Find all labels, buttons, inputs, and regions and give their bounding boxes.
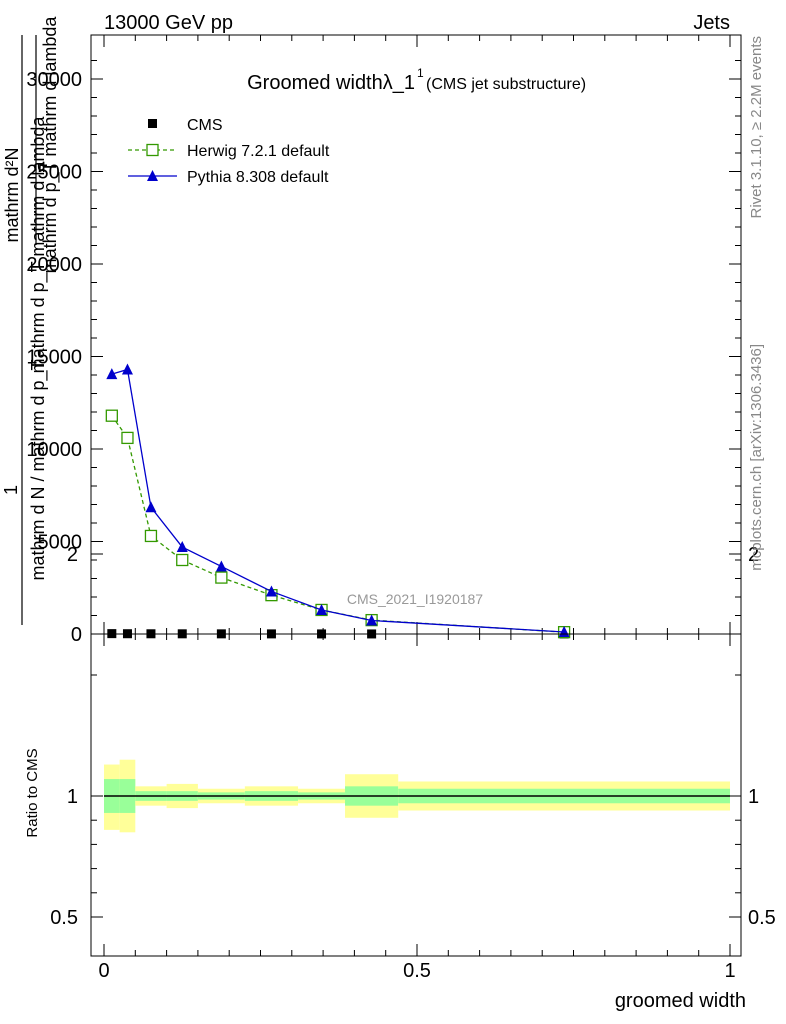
x-tick-label: 0 xyxy=(98,960,109,982)
legend-cms-marker xyxy=(148,119,157,128)
watermark: CMS_2021_I1920187 xyxy=(347,591,483,607)
legend-herwig-label: Herwig 7.2.1 default xyxy=(187,143,330,160)
main-y-label: 1 mathrm d²N mathrm d N / mathrm d p_T m… xyxy=(1,16,61,625)
ratio-y-tick-label: 2 xyxy=(67,544,78,566)
main-x-axis-ticks xyxy=(103,35,731,634)
mcplots-label: mcplots.cern.ch [arXiv:1306.3436] xyxy=(748,344,765,571)
data-point-pythia xyxy=(106,368,118,380)
y-label-denominator: mathrm d N / mathrm d p_T xyxy=(28,359,49,580)
x-tick-label: 0.5 xyxy=(403,960,431,982)
main-y-tick-label: 10000 xyxy=(26,439,82,461)
data-point-pythia xyxy=(316,603,328,615)
data-point-pythia xyxy=(145,501,157,513)
plot-title: Groomed widthλ_1 xyxy=(247,72,415,94)
plot-title-main: Groomed widthλ_1 xyxy=(247,72,415,94)
ratio-y-tick-label: 0.5 xyxy=(50,907,78,929)
plot-title-sub: (CMS jet substructure) xyxy=(426,76,586,93)
y-label-numerator: mathrm d²N xyxy=(2,147,22,242)
ratio-y-tick-label-right: 0.5 xyxy=(748,907,776,929)
main-panel: 0 5000 10000 15000 20000 25000 30000 CMS_2021_… xyxy=(1,16,742,646)
ratio-y-tick-label-right: 2 xyxy=(748,544,759,566)
y-label-denominator-sub: mathrm d p_T mathrm d lambda xyxy=(28,116,49,374)
data-point-pythia xyxy=(366,614,378,626)
series-line-1 xyxy=(111,415,565,633)
main-y-tick-label: 0 xyxy=(71,624,82,646)
main-y-tick-label: 5000 xyxy=(38,532,83,554)
legend-herwig-marker xyxy=(146,143,159,157)
x-tick-label: 1 xyxy=(724,960,735,982)
ratio-y-tick-label-right: 1 xyxy=(748,786,759,808)
ratio-x-axis: 0 0.5 1 xyxy=(98,634,736,982)
legend-pythia-label: Pythia 8.308 default xyxy=(187,169,329,186)
ratio-y-axis: 0.5 0.5 1 1 2 2 xyxy=(50,544,776,929)
plot-title-sup: 1 xyxy=(417,66,424,80)
ratio-plot-frame xyxy=(90,633,742,957)
data-point-herwig xyxy=(144,529,158,543)
main-y-tick-label: 25000 xyxy=(26,162,82,184)
main-y-tick-label: 15000 xyxy=(26,347,82,369)
data-point-pythia xyxy=(176,541,188,553)
data-point-pythia xyxy=(265,585,277,597)
x-axis-label: groomed width xyxy=(615,990,746,1012)
legend: CMS Herwig 7.2.1 default Pythia 8.308 de… xyxy=(128,117,330,186)
data-point-pythia xyxy=(215,560,227,572)
main-series xyxy=(105,363,571,639)
header-process: Jets xyxy=(693,12,730,34)
data-point-herwig xyxy=(105,409,118,422)
legend-cms-label: CMS xyxy=(187,117,223,134)
y-label-numerator-sub: mathrm d p_T mathrm d lambda xyxy=(40,16,61,274)
ratio-y-tick-label: 1 xyxy=(67,786,78,808)
y-label-lead: 1 xyxy=(1,485,21,495)
series-line-2 xyxy=(111,368,565,633)
data-point-herwig xyxy=(121,431,134,445)
ratio-y-label: Ratio to CMS xyxy=(24,748,41,837)
main-y-tick-label: 30000 xyxy=(26,69,82,91)
rivet-version-label: Rivet 3.1.10, ≥ 2.2M events xyxy=(748,36,765,219)
data-point-herwig xyxy=(176,553,189,567)
header-energy: 13000 GeV pp xyxy=(104,12,233,34)
data-point-pythia xyxy=(121,363,133,375)
main-y-axis: 0 5000 10000 15000 20000 25000 30000 xyxy=(26,60,741,646)
main-y-tick-label: 20000 xyxy=(26,254,82,276)
data-point-herwig xyxy=(215,571,228,584)
legend-pythia-marker xyxy=(147,170,158,181)
ratio-panel: 0.5 0.51 12 2 0 0.5 1 Ratio to CMS groomed wi… xyxy=(24,544,776,1012)
